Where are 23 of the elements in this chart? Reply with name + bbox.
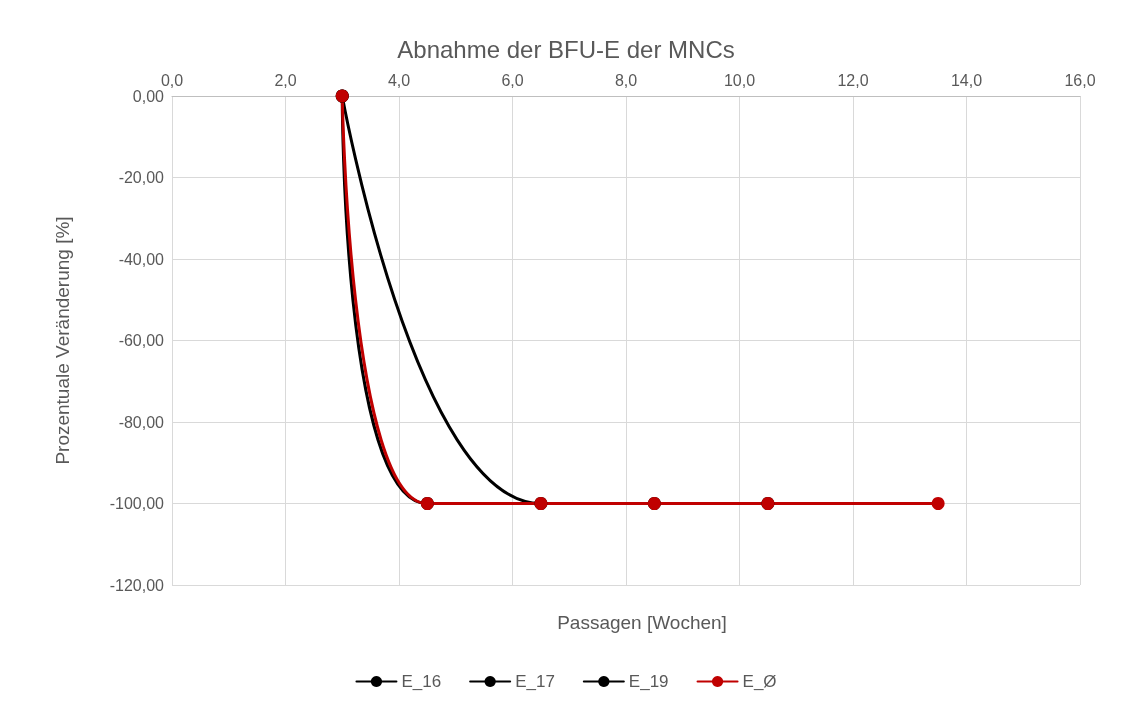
y-tick-label: -60,00 xyxy=(118,332,165,349)
x-tick-label: 14,0 xyxy=(950,71,983,89)
chart-title: Abnahme der BFU-E der MNCs xyxy=(397,35,735,63)
x-tick-label: 2,0 xyxy=(274,71,297,89)
legend-label: E_16 xyxy=(401,672,442,691)
legend-label: E_19 xyxy=(628,672,669,691)
y-tick-label: 0,00 xyxy=(132,87,165,105)
x-tick-label: 10,0 xyxy=(723,71,756,89)
x-axis-title: Passagen [Wochen] xyxy=(557,612,727,633)
y-tick-label: -120,00 xyxy=(109,576,165,594)
x-tick-label: 12,0 xyxy=(837,71,869,89)
x-tick-label: 16,0 xyxy=(1064,71,1096,89)
y-tick-label: -80,00 xyxy=(118,413,165,431)
legend-label: E_17 xyxy=(515,672,555,691)
x-tick-label: 4,0 xyxy=(387,71,411,89)
y-tick-label: -100,00 xyxy=(109,495,165,512)
x-tick-label: 8,0 xyxy=(614,71,638,89)
x-tick-label: 0,0 xyxy=(160,71,184,89)
legend-label: E_Ø xyxy=(742,672,777,691)
x-tick-label: 6,0 xyxy=(501,71,524,89)
y-tick-label: -20,00 xyxy=(118,169,165,186)
y-axis-title: Prozentuale Veränderung [%] xyxy=(52,216,73,465)
y-tick-label: -40,00 xyxy=(118,250,165,268)
